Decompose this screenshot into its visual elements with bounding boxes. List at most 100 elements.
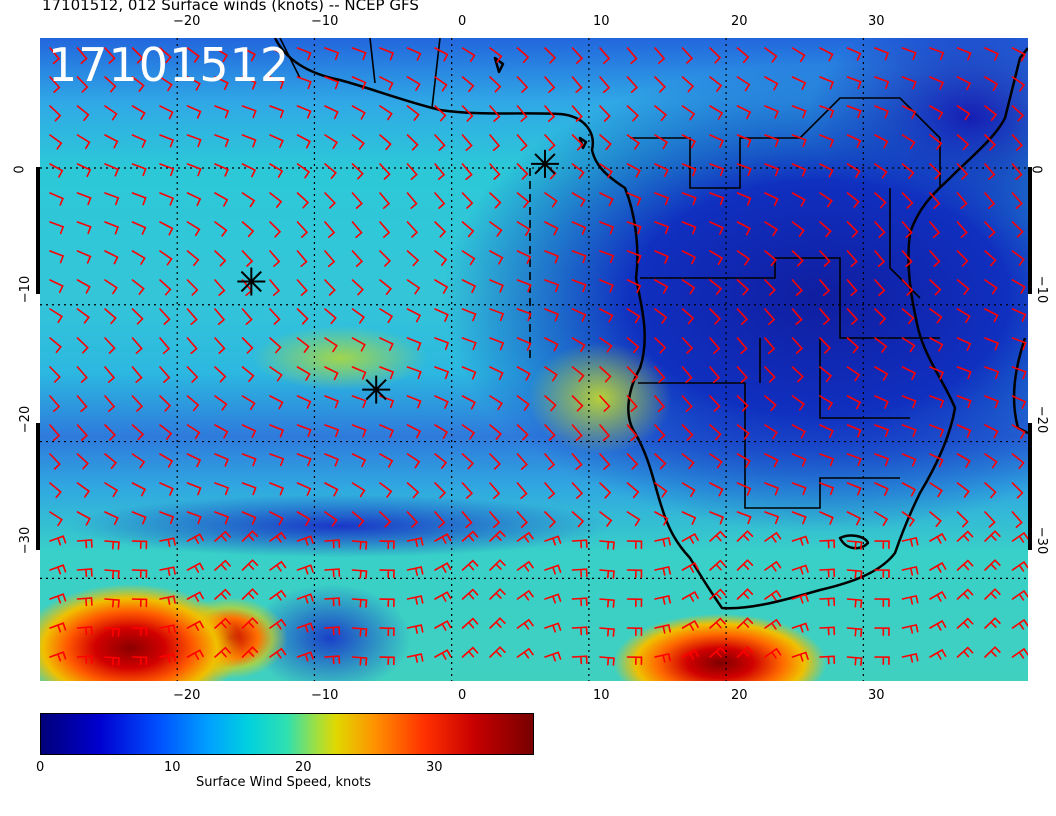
wind-barb	[269, 560, 287, 572]
wind-barb	[736, 424, 750, 440]
colorbar-label: Surface Wind Speed, knots	[196, 775, 372, 790]
wind-barb	[984, 163, 996, 180]
wind-barb	[324, 250, 336, 267]
wind-barb	[984, 279, 998, 295]
wind-barb	[434, 337, 450, 351]
wind-barb	[406, 47, 422, 61]
wind-barb	[901, 279, 914, 296]
wind-barb	[351, 105, 366, 120]
madagascar	[1012, 337, 1028, 435]
wind-barb	[681, 649, 699, 660]
wind-barb	[544, 192, 558, 208]
wind-barb	[874, 395, 889, 409]
wind-barb	[846, 221, 859, 238]
wind-barb	[791, 593, 809, 604]
wind-barb	[626, 366, 639, 383]
wind-barb	[379, 656, 395, 666]
wind-barb	[269, 250, 281, 267]
wind-barb	[819, 626, 836, 636]
wind-barb	[901, 105, 917, 120]
wind-barb	[709, 530, 726, 542]
wind-barb	[461, 366, 477, 380]
wind-barb	[599, 540, 615, 550]
wind-barb	[764, 163, 780, 177]
wind-barb	[324, 366, 339, 381]
wind-barb	[599, 656, 615, 666]
wind-barb	[571, 395, 584, 412]
wind-barb	[929, 453, 944, 468]
wind-barb	[461, 588, 479, 600]
wind-barb	[406, 221, 419, 238]
wind-barb	[819, 134, 835, 148]
wind-barb	[571, 453, 583, 470]
wind-barb	[104, 482, 119, 498]
wind-barb	[49, 279, 64, 294]
wind-barb	[76, 453, 89, 470]
wind-barb	[874, 105, 889, 119]
wind-barb	[351, 511, 365, 528]
wind-barb	[324, 511, 338, 527]
wind-barb	[571, 568, 588, 578]
wind-barb	[544, 105, 556, 122]
wind-barb	[434, 76, 448, 92]
wind-barb	[901, 134, 916, 150]
wind-barb	[544, 250, 560, 264]
wind-barb	[516, 560, 534, 572]
wind-barb	[984, 395, 1000, 409]
storm-marker-2	[237, 267, 266, 296]
wind-barb	[984, 617, 1001, 629]
wind-barb	[654, 47, 666, 64]
wind-barb	[736, 308, 749, 325]
wind-barb	[599, 337, 613, 353]
wind-barb	[846, 192, 860, 208]
wind-barb	[131, 250, 146, 265]
wind-barb	[489, 530, 506, 542]
wind-barb	[489, 424, 502, 441]
wind-barb	[956, 617, 974, 629]
wind-barb	[131, 511, 147, 525]
lon-tick-bottom: 0	[458, 688, 467, 703]
wind-barb	[489, 395, 504, 411]
wind-barb	[406, 624, 424, 634]
wind-barb	[324, 568, 341, 578]
wind-barb	[406, 192, 418, 209]
wind-barb	[406, 424, 422, 439]
wind-barb	[296, 535, 314, 546]
wind-barb	[269, 453, 285, 467]
wind-barb	[516, 47, 530, 64]
wind-barb	[214, 337, 226, 354]
wind-barb	[929, 590, 947, 602]
wind-barb	[489, 47, 503, 63]
wind-barb	[296, 511, 311, 526]
wind-barb	[654, 163, 669, 177]
wind-barb	[406, 134, 419, 151]
wind-barb	[874, 424, 890, 438]
wind-barb	[379, 192, 391, 209]
wind-barb	[956, 559, 974, 571]
wind-barb	[406, 595, 424, 605]
wind-barb	[104, 424, 117, 441]
wind-barb	[379, 76, 394, 91]
wind-barb	[791, 47, 806, 63]
wind-barb	[186, 250, 200, 267]
wind-barb	[654, 511, 669, 526]
wind-barb	[489, 617, 506, 629]
wind-barb	[654, 537, 671, 547]
lon-tick-bottom: 10	[593, 688, 610, 703]
wind-barb	[819, 279, 831, 296]
wind-barb	[159, 47, 172, 64]
wind-barb	[296, 221, 309, 238]
wind-barb	[461, 163, 473, 180]
wind-barb	[764, 647, 782, 659]
wind-barb	[489, 646, 506, 658]
wind-barb	[214, 163, 229, 177]
wind-barb	[709, 250, 724, 265]
wind-barb	[764, 279, 776, 296]
wind-barb	[929, 221, 941, 238]
wind-barb	[736, 559, 754, 571]
wind-barb	[516, 192, 530, 208]
wind-barb	[846, 627, 863, 637]
wind-barb	[819, 568, 836, 578]
wind-barb	[846, 279, 858, 296]
wind-barb	[874, 569, 890, 578]
